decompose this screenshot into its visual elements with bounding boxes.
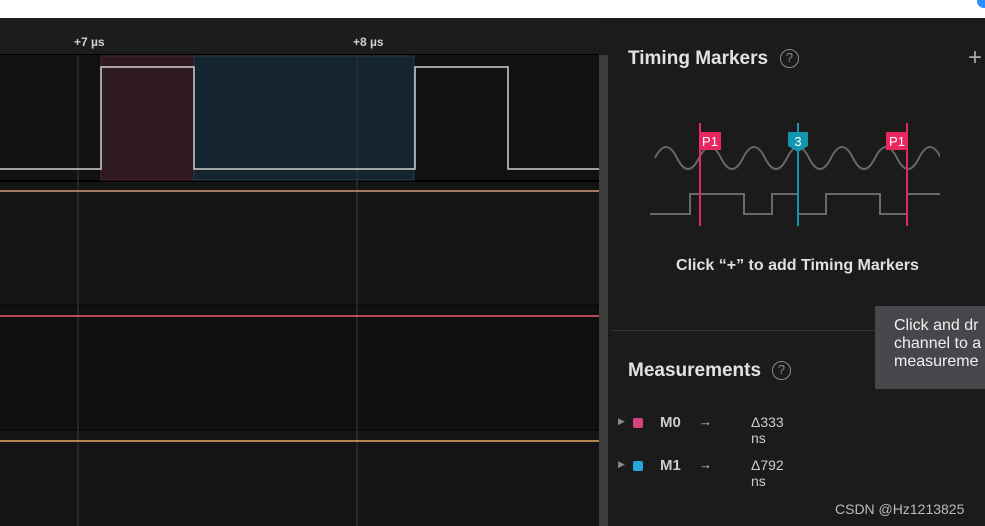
tooltip-line: Click and dr	[894, 317, 979, 334]
expand-caret-icon[interactable]: ▶	[618, 416, 625, 426]
measurement-m1-region	[193, 55, 415, 181]
vertical-scrollbar[interactable]	[599, 55, 608, 526]
channel-0-signal	[0, 66, 599, 170]
color-swatch	[633, 461, 643, 471]
timing-markers-illustration: P1 3 P1	[650, 123, 940, 226]
channel-3-bg	[0, 431, 599, 526]
arrow-icon: →	[699, 457, 712, 472]
time-ruler[interactable]: +7 µs +8 µs	[0, 18, 599, 55]
channel-1-bg	[0, 182, 599, 305]
measurement-value: Δ792 ns	[751, 457, 784, 489]
add-timing-marker-button[interactable]: +	[968, 44, 983, 71]
measurements-title: Measurements	[628, 360, 762, 381]
tooltip-line: measureme	[894, 353, 979, 370]
measurement-name: M1	[660, 457, 681, 474]
expand-caret-icon[interactable]: ▶	[618, 459, 625, 469]
watermark: CSDN @Hz1213825	[835, 501, 965, 517]
help-icon[interactable]: ?	[772, 361, 791, 380]
notification-dot	[977, 0, 985, 8]
tooltip: Click and dr channel to a measureme	[875, 306, 985, 389]
marker-label: 3	[794, 134, 801, 149]
tick-label: +8 µs	[353, 35, 384, 49]
waveform-area[interactable]	[0, 55, 599, 526]
side-panel: Timing Markers ? + P1 3 P1 Click “+” to …	[610, 18, 985, 526]
marker-p1-flag	[699, 132, 721, 150]
measurement-name: M0	[660, 414, 681, 431]
color-swatch	[633, 418, 643, 428]
section-divider	[610, 330, 985, 331]
square-wave-graphic	[650, 193, 940, 215]
top-strip	[0, 0, 985, 18]
marker-label: P1	[889, 134, 905, 149]
tick-label: +7 µs	[74, 35, 105, 49]
help-icon[interactable]: ?	[780, 49, 799, 68]
measurement-m0-region	[100, 55, 195, 181]
arrow-icon: →	[699, 414, 712, 429]
channel-2-bg	[0, 306, 599, 430]
marker-3-flag	[788, 132, 808, 152]
measurement-value: Δ333 ns	[751, 414, 784, 446]
marker-label: P1	[702, 134, 718, 149]
marker-p1-flag	[886, 132, 908, 150]
tooltip-line: channel to a	[894, 335, 982, 352]
timing-markers-title: Timing Markers	[628, 48, 769, 69]
timing-markers-hint: Click “+” to add Timing Markers	[676, 257, 919, 274]
